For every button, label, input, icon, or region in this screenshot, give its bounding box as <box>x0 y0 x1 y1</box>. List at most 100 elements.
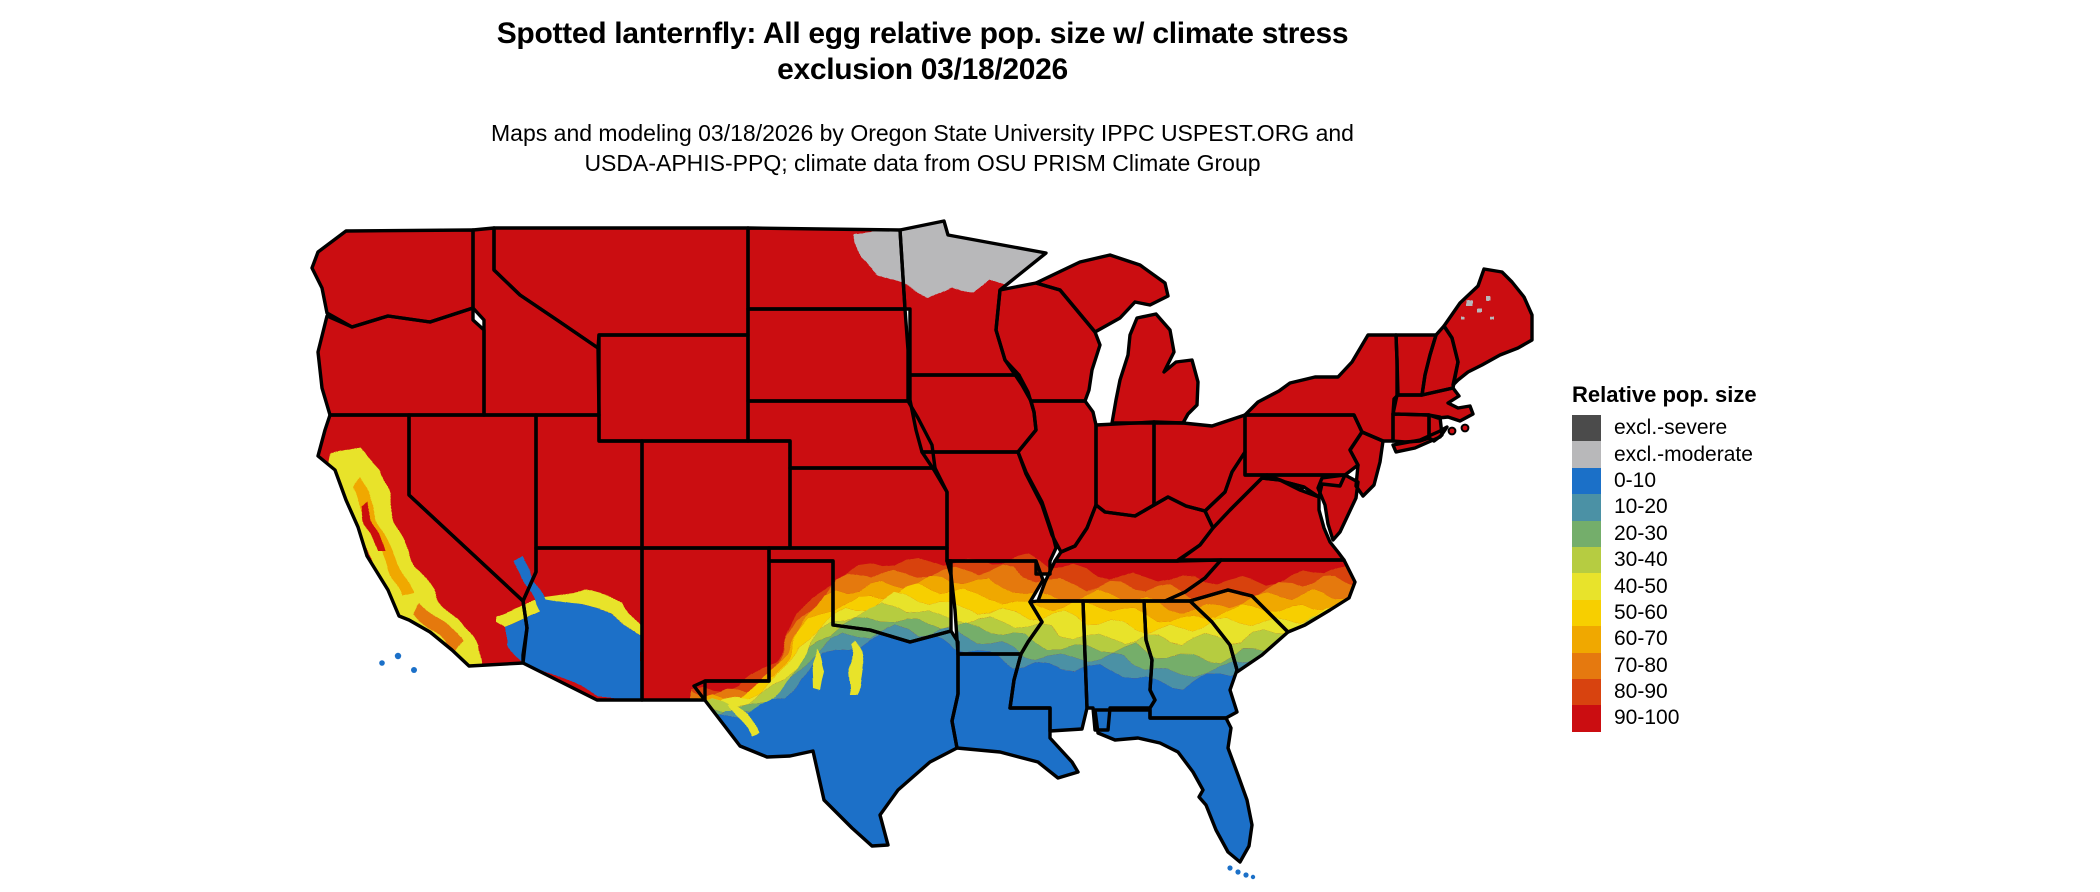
state-michigan-upper-peninsula <box>1034 253 1170 334</box>
state-florida <box>1093 708 1254 864</box>
state-ohio <box>1154 415 1245 511</box>
offshore-islands <box>379 423 1470 880</box>
state-north-carolina <box>1163 558 1357 634</box>
legend-item: 90-100 <box>1572 705 1757 732</box>
legend-item: 50-60 <box>1572 599 1757 627</box>
state-new-hampshire <box>1422 326 1458 395</box>
legend-item: 30-40 <box>1572 546 1757 574</box>
legend-title: Relative pop. size <box>1572 382 1757 407</box>
legend-swatch-40-50 <box>1572 573 1601 600</box>
legend-swatch-10-20 <box>1572 494 1601 521</box>
legend-item: excl.-severe <box>1572 415 1757 442</box>
florida-keys-dot <box>1250 874 1256 880</box>
legend-item: 40-50 <box>1572 573 1757 600</box>
legend-item: 60-70 <box>1572 626 1757 653</box>
new-mexico-yellow-wisp-2 <box>812 648 824 690</box>
legend-label: 70-80 <box>1614 653 1668 677</box>
legend-label: 90-100 <box>1614 706 1680 730</box>
legend-label: 10-20 <box>1614 495 1668 519</box>
band-50-60 <box>690 584 1362 710</box>
state-nevada <box>409 415 536 601</box>
legend-item: 70-80 <box>1572 652 1757 679</box>
state-texas <box>692 559 960 848</box>
legend-swatch-excl-moderate <box>1572 441 1601 468</box>
channel-island-dot <box>379 660 385 666</box>
legend-swatch-80-90 <box>1572 678 1601 706</box>
channel-island-dot <box>394 652 402 660</box>
legend-label: 20-30 <box>1614 521 1668 545</box>
state-south-dakota <box>746 307 910 403</box>
delmarva-peninsula <box>1316 473 1360 542</box>
florida-keys-dot <box>1243 872 1249 878</box>
nantucket-island-dot <box>1447 426 1457 436</box>
arizona-desert-blue-zone <box>505 555 642 700</box>
state-pennsylvania <box>1245 415 1362 475</box>
legend-swatch-60-70 <box>1572 626 1601 653</box>
state-rhode-island <box>1427 413 1444 443</box>
arizona-desert-yellow-fringe <box>495 592 642 636</box>
state-wyoming <box>599 335 748 441</box>
subtitle-line-2: USDA-APHIS-PPQ; climate data from OSU PR… <box>584 150 1261 176</box>
legend-swatch-0-10 <box>1572 467 1601 495</box>
state-michigan-lower-peninsula <box>1112 314 1198 423</box>
legend-swatch-20-30 <box>1572 520 1601 547</box>
legend-label: excl.-moderate <box>1614 442 1753 466</box>
state-oregon <box>318 308 484 415</box>
band-80-90 <box>690 554 1362 696</box>
state-wisconsin <box>996 283 1100 401</box>
map-legend: Relative pop. size excl.-severe excl.-mo… <box>1572 382 1757 732</box>
band-20-30 <box>690 616 1362 717</box>
legend-label: 50-60 <box>1614 600 1668 624</box>
state-iowa <box>910 375 1036 452</box>
legend-swatch-90-100 <box>1572 705 1601 732</box>
state-kansas <box>790 468 947 548</box>
legend-item: 10-20 <box>1572 494 1757 521</box>
state-illinois <box>1018 401 1096 552</box>
legend-label: excl.-severe <box>1614 416 1728 440</box>
state-montana <box>494 228 748 348</box>
map-attribution: Maps and modeling 03/18/2026 by Oregon S… <box>0 118 1845 178</box>
legend-item: excl.-moderate <box>1572 441 1757 468</box>
legend-swatch-30-40 <box>1572 546 1601 574</box>
title-line-2: exclusion 03/18/2026 <box>777 53 1068 86</box>
legend-item: 80-90 <box>1572 678 1757 706</box>
southern-california-orange-zone <box>414 600 463 651</box>
state-indiana <box>1096 422 1154 516</box>
legend-swatch-50-60 <box>1572 599 1601 627</box>
state-borders <box>310 219 1534 864</box>
legend-label: 0-10 <box>1614 468 1657 492</box>
state-connecticut <box>1393 414 1429 442</box>
state-michigan-upper-peninsula <box>1036 255 1168 332</box>
state-virginia <box>1178 478 1344 560</box>
state-vermont <box>1396 335 1436 395</box>
california-valley-red-streak <box>363 500 385 553</box>
long-island <box>1393 427 1447 452</box>
state-oregon <box>316 306 486 417</box>
legend-label: 60-70 <box>1614 627 1668 651</box>
subtitle-line-1: Maps and modeling 03/18/2026 by Oregon S… <box>491 120 1354 146</box>
legend-label: 80-90 <box>1614 680 1668 704</box>
legend-label: 30-40 <box>1614 548 1668 572</box>
state-nebraska <box>748 401 935 468</box>
state-idaho <box>473 228 599 415</box>
state-missouri <box>922 452 1056 574</box>
state-colorado <box>642 441 790 548</box>
state-maine <box>1442 267 1534 387</box>
state-new-mexico <box>642 548 769 700</box>
legend-label: 40-50 <box>1614 574 1668 598</box>
title-line-1: Spotted lanternfly: All egg relative pop… <box>496 17 1349 50</box>
state-michigan-lower-peninsula <box>1110 312 1200 425</box>
marthas-vineyard-dot <box>1460 423 1470 433</box>
band-30-40 <box>690 601 1362 713</box>
state-washington <box>312 230 473 327</box>
west-texas-yellow-wisp <box>730 700 756 738</box>
legend-swatch-70-80 <box>1572 652 1601 679</box>
state-new-jersey <box>1348 430 1385 498</box>
florida-keys-dot <box>1227 865 1233 871</box>
channel-island-dot <box>411 667 417 673</box>
legend-swatch-excl-severe <box>1572 415 1601 442</box>
maine-exclusion-flecks <box>1461 295 1494 319</box>
legend-item: 20-30 <box>1572 520 1757 547</box>
